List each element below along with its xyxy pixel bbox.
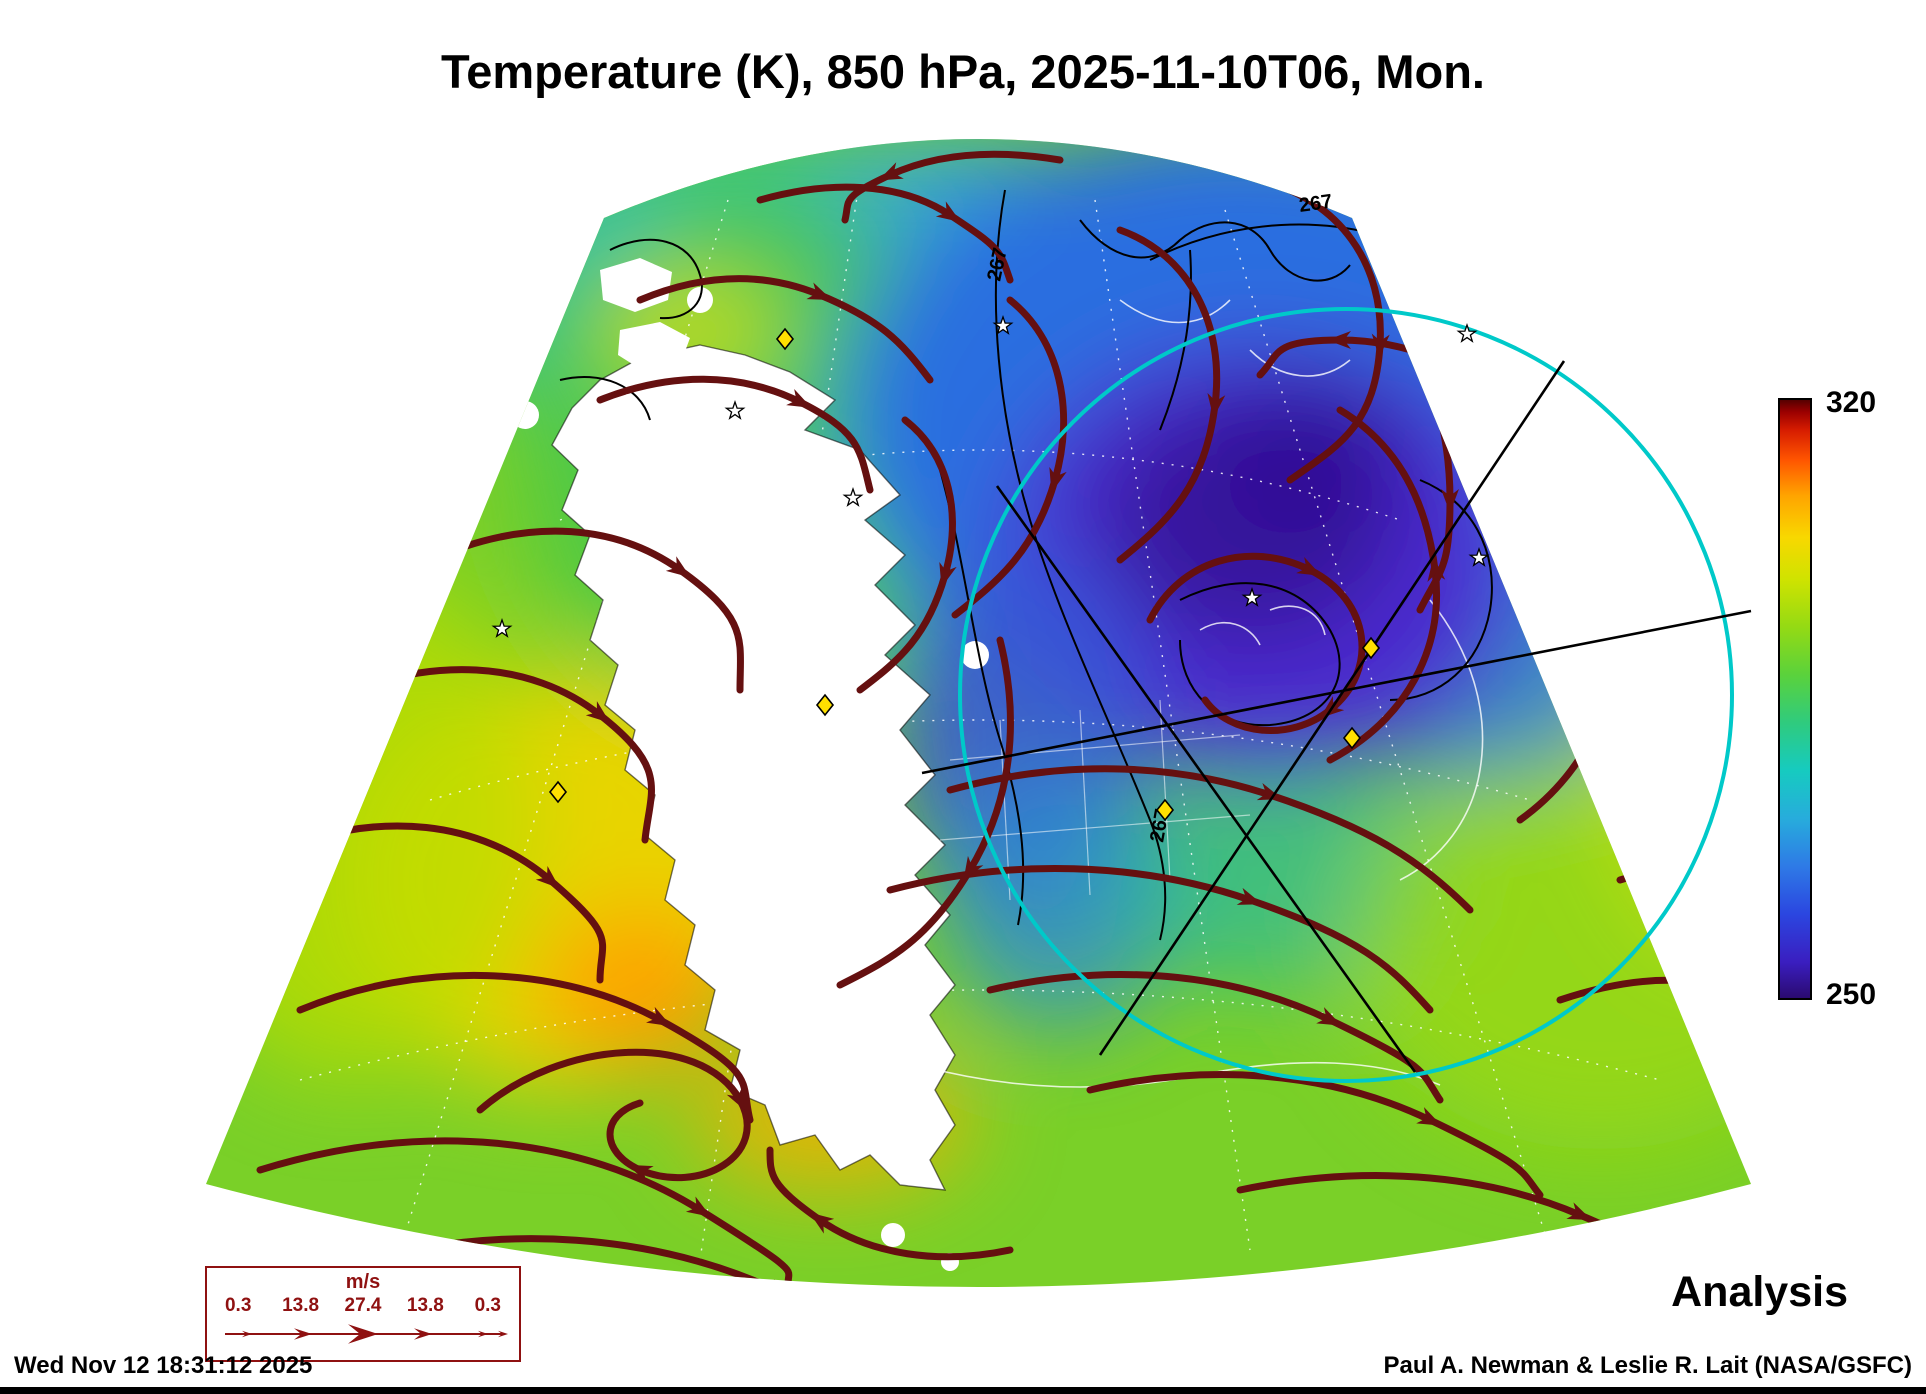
- wind-legend-units: m/s: [345, 1271, 381, 1293]
- wind-legend-values: 0.3 13.8 27.4 13.8 0.3: [207, 1295, 519, 1317]
- station-diamond-marker: [1361, 636, 1381, 660]
- temperature-contours-layer: [559, 189, 1511, 941]
- station-diamond-marker: [815, 693, 835, 717]
- wind-speed-value: 13.8: [406, 1295, 444, 1316]
- station-diamond-marker: [1155, 798, 1175, 822]
- markers-layer: [491, 315, 1490, 822]
- range-circle: [958, 307, 1734, 1083]
- generation-timestamp: Wed Nov 12 18:31:12 2025: [14, 1352, 313, 1379]
- city-star-marker: [1456, 323, 1478, 343]
- city-star-marker: [491, 618, 513, 638]
- city-star-marker: [724, 400, 746, 420]
- bottom-border: [0, 1387, 1926, 1394]
- plot-title: Temperature (K), 850 hPa, 2025-11-10T06,…: [441, 45, 1485, 98]
- wind-speed-value: 0.3: [224, 1295, 252, 1316]
- cross-lines: [921, 360, 1752, 1073]
- wind-speed-value: 27.4: [344, 1295, 382, 1316]
- city-star-marker: [1468, 547, 1490, 567]
- wind-speed-value: 0.3: [474, 1295, 501, 1316]
- city-star-marker: [1241, 587, 1263, 607]
- colorbar-gradient: [1778, 398, 1812, 1000]
- station-diamond-marker: [775, 327, 795, 351]
- wind-legend-arrows: [225, 1324, 508, 1344]
- wind-speed-legend: m/s 0.3 13.8 27.4 13.8 0.3: [205, 1266, 521, 1362]
- wind-speed-value: 13.8: [282, 1295, 320, 1316]
- contour-label: 267: [1298, 191, 1334, 217]
- analysis-label: Analysis: [1671, 1268, 1848, 1316]
- temperature-field: [206, 139, 1751, 1287]
- credit: Paul A. Newman & Leslie R. Lait (NASA/GS…: [1383, 1352, 1912, 1379]
- city-star-marker: [992, 315, 1014, 335]
- station-diamond-marker: [1342, 726, 1362, 750]
- colorbar-min-label: 250: [1826, 978, 1877, 1011]
- station-diamond-marker: [548, 780, 568, 804]
- colorbar: 320 250: [1778, 388, 1876, 1010]
- colorbar-max-label: 320: [1826, 386, 1877, 419]
- city-star-marker: [842, 487, 864, 507]
